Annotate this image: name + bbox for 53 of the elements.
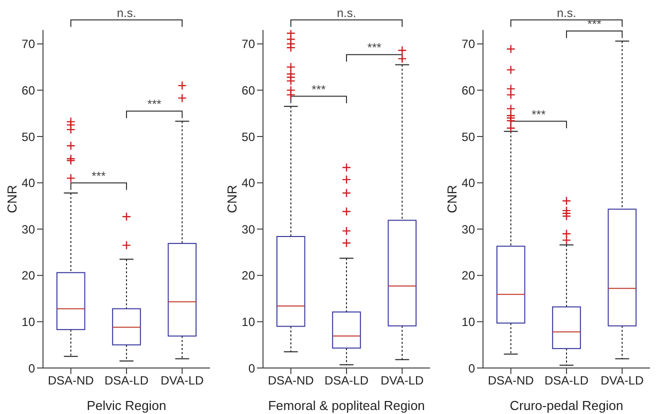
y-tick-label: 30 <box>22 222 36 236</box>
y-tick-label: 50 <box>22 130 36 144</box>
annotation: *** <box>587 16 602 31</box>
y-tick-label: 20 <box>242 268 256 283</box>
x-tick-label: DVA-LD <box>600 374 644 388</box>
bracket: *** <box>70 168 127 190</box>
x-axis-title: Femoral & popliteal Region <box>268 398 425 413</box>
y-tick-label: 20 <box>462 268 476 283</box>
y-axis-title: CNR <box>4 184 20 214</box>
y-tick-label: 60 <box>22 83 36 98</box>
y-axis-title: CNR <box>444 184 460 214</box>
x-axis-title: Pelvic Region <box>86 398 166 413</box>
y-tick-label: 40 <box>242 176 256 190</box>
y-tick-label: 0 <box>248 361 256 376</box>
y-tick-label: 30 <box>242 222 256 236</box>
bracket: *** <box>566 16 623 38</box>
annotation: *** <box>532 107 546 122</box>
bracket: *** <box>510 107 567 129</box>
y-tick-label: 60 <box>242 83 256 98</box>
y-tick-label: 70 <box>242 37 256 52</box>
bracket: *** <box>346 40 403 62</box>
y-tick-label: 50 <box>242 130 256 144</box>
x-tick-label: DSA-ND <box>48 374 94 388</box>
y-axis-title: CNR <box>224 184 240 214</box>
x-tick-label: DVA-LD <box>160 374 204 388</box>
x-tick-label: DSA-LD <box>324 374 369 388</box>
annotation: *** <box>147 97 162 112</box>
x-axis-title: Cruro-pedal Region <box>510 398 624 413</box>
y-tick-label: 70 <box>462 37 476 52</box>
annotation: *** <box>312 82 326 96</box>
bracket: n.s. <box>70 6 183 28</box>
x-tick-label: DSA-ND <box>268 374 314 388</box>
y-tick-label: 0 <box>28 361 36 376</box>
y-tick-label: 60 <box>462 83 476 98</box>
y-tick-label: 10 <box>462 314 476 329</box>
y-tick-label: 50 <box>462 130 476 144</box>
x-tick-label: DSA-ND <box>488 374 534 388</box>
bracket: *** <box>290 82 347 104</box>
x-tick-label: DSA-LD <box>104 374 149 388</box>
x-tick-label: DSA-LD <box>544 374 589 388</box>
annotation: *** <box>367 40 382 55</box>
y-tick-label: 40 <box>22 176 36 190</box>
y-tick-label: 10 <box>242 314 256 329</box>
y-tick-label: 40 <box>462 176 476 190</box>
y-tick-label: 0 <box>468 361 476 376</box>
y-tick-label: 30 <box>462 222 476 236</box>
x-tick-label: DVA-LD <box>380 374 424 388</box>
bracket: n.s. <box>290 6 403 28</box>
annotation: *** <box>92 168 106 183</box>
y-tick-label: 10 <box>22 314 36 329</box>
y-tick-label: 70 <box>22 37 36 52</box>
y-tick-label: 20 <box>22 268 36 283</box>
bracket: *** <box>126 97 183 119</box>
